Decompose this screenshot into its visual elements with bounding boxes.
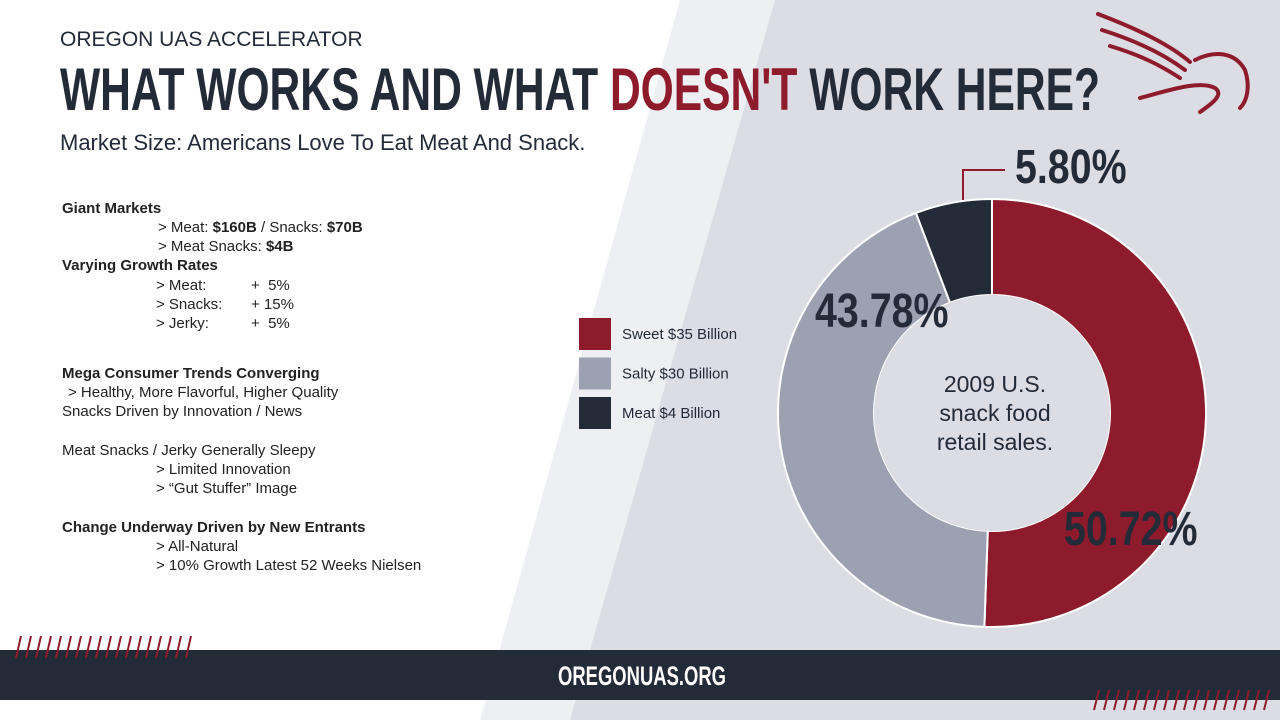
center-label: 2009 U.S. bbox=[944, 371, 1046, 397]
hatch-line bbox=[1123, 689, 1130, 711]
title-highlight: DOESN'T bbox=[610, 56, 797, 123]
donut-slice bbox=[914, 197, 993, 304]
logo-head bbox=[1193, 52, 1250, 110]
hatch-line bbox=[75, 635, 82, 659]
note-line: + 5% bbox=[251, 277, 290, 294]
hatch-line bbox=[55, 635, 62, 659]
note-line: > Snacks: bbox=[156, 296, 222, 313]
data-label: 43.78% bbox=[815, 284, 948, 338]
note-line: > All-Natural bbox=[156, 538, 238, 555]
hatch-line bbox=[175, 635, 182, 659]
hatch-line bbox=[45, 635, 52, 659]
hatch-line bbox=[15, 635, 22, 659]
legend-label: Sweet $35 Billion bbox=[622, 326, 737, 343]
note-text: Giant Markets bbox=[62, 200, 161, 217]
legend-label: Meat $4 Billion bbox=[622, 405, 720, 422]
legend-swatch bbox=[579, 357, 611, 390]
note-text: $4B bbox=[266, 238, 294, 255]
note-line: Meat Snacks / Jerky Generally Sleepy bbox=[62, 442, 316, 459]
data-label: 5.80% bbox=[1015, 140, 1127, 194]
note-line: > Healthy, More Flavorful, Higher Qualit… bbox=[68, 384, 339, 401]
note-line: > Meat: bbox=[156, 277, 206, 294]
note-heading: Giant Markets bbox=[62, 200, 161, 217]
logo-wing bbox=[1096, 12, 1192, 64]
notes: Giant Markets > Meat: $160B / Snacks: $7… bbox=[62, 200, 421, 574]
logo-body bbox=[1138, 83, 1221, 114]
hatch-line bbox=[135, 635, 142, 659]
hatch-line bbox=[1173, 689, 1180, 711]
note-heading: Change Underway Driven by New Entrants bbox=[62, 519, 365, 536]
note-text: > Meat: bbox=[158, 219, 213, 236]
leader-line bbox=[962, 169, 1005, 200]
legend-swatch bbox=[579, 318, 611, 350]
hatch-line bbox=[1243, 689, 1250, 711]
legend-label: Salty $30 Billion bbox=[622, 366, 729, 383]
note-line: > Meat: $160B / Snacks: $70B bbox=[158, 219, 363, 236]
note-text: > Meat Snacks: bbox=[158, 238, 266, 255]
hatch-line bbox=[125, 635, 132, 659]
note-line: + 5% bbox=[251, 315, 290, 332]
logo-wing bbox=[1108, 44, 1182, 80]
logo-wing bbox=[1100, 28, 1187, 72]
note-line: Snacks Driven by Innovation / News bbox=[62, 403, 302, 420]
hatch-line bbox=[1143, 689, 1150, 711]
hatch-line bbox=[1133, 689, 1140, 711]
hatch-line bbox=[1223, 689, 1230, 711]
logo bbox=[1096, 12, 1250, 114]
hatch-line bbox=[1103, 689, 1110, 711]
hatch-line bbox=[35, 635, 42, 659]
donut-hole bbox=[874, 295, 1110, 531]
hatch-line bbox=[105, 635, 112, 659]
note-line: > Jerky: bbox=[156, 315, 209, 332]
hatch-line bbox=[1193, 689, 1200, 711]
note-heading: Varying Growth Rates bbox=[62, 257, 218, 274]
hatch-line bbox=[1113, 689, 1120, 711]
hatch-line bbox=[95, 635, 102, 659]
hatch-line bbox=[1213, 689, 1220, 711]
hatch-line bbox=[1093, 689, 1100, 711]
hatch-line bbox=[1183, 689, 1190, 711]
hatch-line bbox=[65, 635, 72, 659]
hatch-line bbox=[1233, 689, 1240, 711]
hatch-line bbox=[25, 635, 32, 659]
hatch-line bbox=[115, 635, 122, 659]
hatch-line bbox=[85, 635, 92, 659]
note-text: $70B bbox=[327, 219, 363, 236]
subtitle: Market Size: Americans Love To Eat Meat … bbox=[60, 130, 585, 155]
title-part: WORK HERE? bbox=[797, 56, 1100, 123]
note-heading: Mega Consumer Trends Converging bbox=[62, 365, 320, 382]
hatch bbox=[15, 635, 1270, 711]
hatch-line bbox=[145, 635, 152, 659]
hatch-line bbox=[1203, 689, 1210, 711]
hatch-line bbox=[1253, 689, 1260, 711]
hatch-line bbox=[1163, 689, 1170, 711]
footer-bar bbox=[0, 650, 1280, 700]
hatch-line bbox=[1263, 689, 1270, 711]
hatch-line bbox=[165, 635, 172, 659]
footer-url: OREGONUAS.ORG bbox=[558, 661, 726, 691]
note-text: / Snacks: bbox=[257, 219, 327, 236]
hatch-line bbox=[1153, 689, 1160, 711]
note-line: > “Gut Stuffer” Image bbox=[156, 480, 297, 497]
center-label: snack food bbox=[939, 400, 1050, 426]
center-label: retail sales. bbox=[937, 429, 1053, 455]
title-part: WHAT WORKS AND WHAT bbox=[60, 56, 610, 123]
note-text: $160B bbox=[213, 219, 257, 236]
legend-swatch bbox=[579, 397, 611, 429]
hatch-line bbox=[185, 635, 192, 659]
data-label: 50.72% bbox=[1064, 502, 1197, 556]
note-line: + 15% bbox=[251, 296, 294, 313]
note-line: > 10% Growth Latest 52 Weeks Nielsen bbox=[156, 557, 421, 574]
kicker: OREGON UAS ACCELERATOR bbox=[60, 28, 363, 51]
donut-chart: 50.72% 43.78% 5.80% 2009 U.S. snack food reta… bbox=[579, 140, 1207, 628]
hatch-line bbox=[155, 635, 162, 659]
title: WHAT WORKS AND WHAT DOESN'T WORK HERE? bbox=[60, 56, 1100, 123]
note-line: > Meat Snacks: $4B bbox=[158, 238, 294, 255]
note-line: > Limited Innovation bbox=[156, 461, 291, 478]
